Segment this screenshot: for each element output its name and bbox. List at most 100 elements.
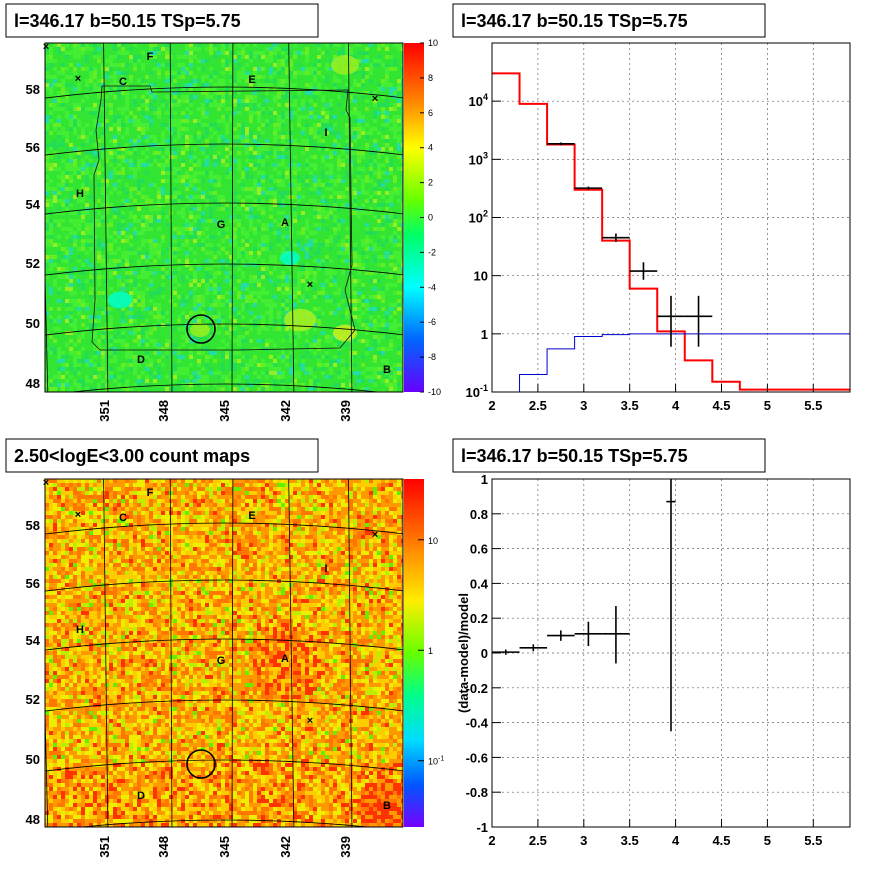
map-pixel — [397, 239, 402, 244]
map-pixel — [121, 139, 126, 144]
map-pixel — [273, 259, 278, 264]
map-pixel — [345, 43, 350, 48]
map-pixel — [237, 87, 242, 92]
map-pixel — [129, 247, 134, 252]
map-pixel — [185, 239, 190, 244]
map-pixel — [173, 147, 178, 152]
map-pixel — [217, 215, 222, 220]
map-pixel — [265, 211, 270, 216]
map-pixel — [225, 43, 230, 48]
map-pixel — [261, 183, 266, 188]
map-pixel — [209, 179, 214, 184]
map-pixel — [101, 191, 106, 196]
map-pixel — [49, 151, 54, 156]
map-pixel — [181, 63, 186, 68]
map-pixel — [241, 123, 246, 128]
map-pixel — [401, 231, 403, 236]
map-pixel — [125, 99, 130, 104]
map-pixel — [329, 203, 334, 208]
map-pixel — [65, 111, 70, 116]
map-pixel — [165, 211, 170, 216]
map-pixel — [293, 115, 298, 120]
map-pixel — [53, 235, 58, 240]
map-pixel — [85, 143, 90, 148]
map-pixel — [353, 43, 358, 48]
map-pixel — [357, 175, 362, 180]
map-pixel — [201, 159, 206, 164]
map-pixel — [105, 259, 110, 264]
map-pixel — [301, 231, 306, 236]
map-pixel — [361, 259, 366, 264]
map-pixel — [269, 231, 274, 236]
map-pixel — [97, 243, 102, 248]
map-pixel — [353, 211, 358, 216]
map-pixel — [177, 187, 182, 192]
map-pixel — [257, 119, 262, 124]
map-pixel — [333, 211, 338, 216]
map-pixel — [141, 263, 146, 268]
map-pixel — [65, 227, 70, 232]
map-pixel — [257, 211, 262, 216]
map-pixel — [317, 59, 322, 64]
map-pixel — [49, 111, 54, 116]
map-pixel — [297, 127, 302, 132]
map-pixel — [101, 67, 106, 72]
map-pixel — [269, 203, 274, 208]
map-pixel — [137, 251, 142, 256]
map-pixel — [337, 215, 342, 220]
map-pixel — [321, 231, 326, 236]
map-pixel — [381, 179, 386, 184]
map-pixel — [113, 67, 118, 72]
map-pixel — [313, 51, 318, 56]
map-pixel — [309, 195, 314, 200]
map-pixel — [209, 207, 214, 212]
map-pixel — [305, 111, 310, 116]
map-pixel — [209, 243, 214, 248]
map-pixel — [369, 227, 374, 232]
map-pixel — [257, 139, 262, 144]
map-pixel — [149, 219, 154, 224]
map-pixel — [249, 219, 254, 224]
map-pixel — [229, 115, 234, 120]
map-pixel — [233, 219, 238, 224]
map-pixel — [401, 107, 403, 112]
map-pixel — [181, 219, 186, 224]
map-pixel — [265, 91, 270, 96]
map-pixel — [221, 147, 226, 152]
map-pixel — [149, 59, 154, 64]
map-pixel — [285, 183, 290, 188]
map-pixel — [61, 179, 66, 184]
map-pixel — [137, 223, 142, 228]
map-pixel — [77, 159, 82, 164]
map-pixel — [341, 99, 346, 104]
map-pixel — [369, 175, 374, 180]
map-pixel — [357, 147, 362, 152]
map-pixel — [69, 155, 74, 160]
map-pixel — [397, 159, 402, 164]
map-pixel — [365, 191, 370, 196]
map-pixel — [137, 63, 142, 68]
map-pixel — [381, 203, 386, 208]
map-pixel — [77, 195, 82, 200]
map-pixel — [209, 115, 214, 120]
map-pixel — [201, 163, 206, 168]
map-pixel — [309, 51, 314, 56]
map-pixel — [57, 99, 62, 104]
map-pixel — [269, 95, 274, 100]
map-pixel — [153, 223, 158, 228]
map-pixel — [241, 167, 246, 172]
map-pixel — [197, 255, 202, 260]
map-pixel — [345, 139, 350, 144]
map-pixel — [69, 191, 74, 196]
map-pixel — [201, 127, 206, 132]
map-pixel — [245, 187, 250, 192]
map-pixel — [269, 67, 274, 72]
map-pixel — [321, 199, 326, 204]
map-pixel — [173, 171, 178, 176]
map-pixel — [173, 59, 178, 64]
map-pixel — [345, 163, 350, 168]
map-pixel — [253, 247, 258, 252]
map-pixel — [221, 127, 226, 132]
map-pixel — [357, 143, 362, 148]
map-pixel — [377, 247, 382, 252]
